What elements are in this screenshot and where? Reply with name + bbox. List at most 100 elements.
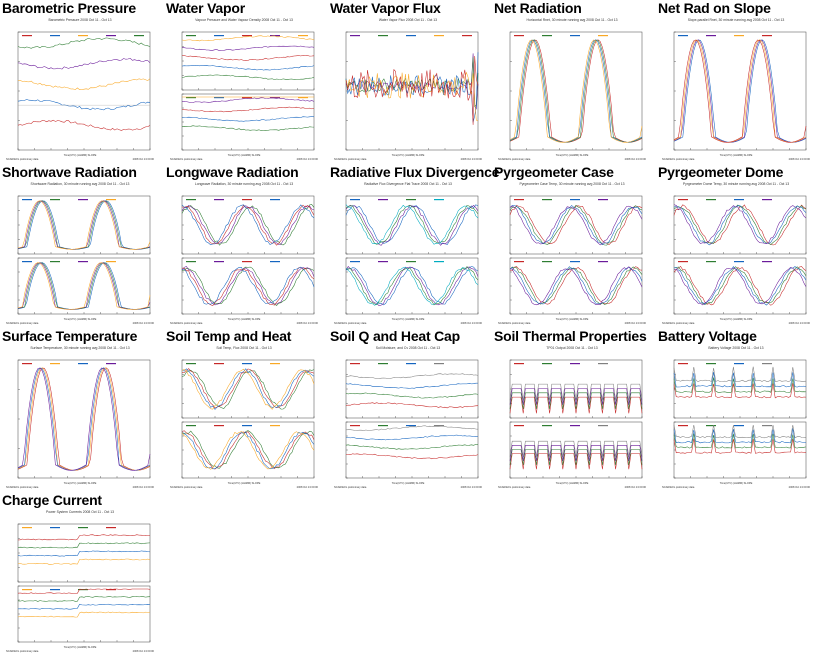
panel-title[interactable]: Soil Thermal Properties <box>494 328 647 344</box>
plot-thumbnail[interactable]: Barometric Pressure 2008 Oct 11 - Oct 13… <box>4 14 156 164</box>
plot-image[interactable]: Water Vapor Flux 2008 Oct 11 - Oct 13 NCA… <box>332 14 484 162</box>
footer-center: Time(UTC) (HHMM) SLOPE <box>392 153 425 157</box>
plot-image[interactable]: Soil Temp, Flux 2008 Oct 11 - Oct 13 NCAR… <box>168 342 320 490</box>
plot-image[interactable]: Horizontal Rnet, 30 minute running avg 2… <box>496 14 648 162</box>
footer-right: 2008 Oct 13 00:00 <box>133 485 155 489</box>
plot-frame <box>509 359 643 419</box>
series-line <box>509 39 643 143</box>
plot-frame <box>345 195 479 255</box>
panel-title[interactable]: Water Vapor Flux <box>330 0 441 16</box>
plot-thumbnail[interactable]: TP01 Output 2008 Oct 11 - Oct 13 NCAR/EOL… <box>496 342 648 492</box>
series-line <box>509 205 643 246</box>
panel-soil-q-and-heat-cap: Soil Q and Heat Cap Soil Moisture, and Cv… <box>328 328 492 492</box>
footer-right: 2008 Oct 13 00:00 <box>789 485 811 489</box>
panel-title[interactable]: Battery Voltage <box>658 328 757 344</box>
panel-title[interactable]: Soil Temp and Heat <box>166 328 292 344</box>
panel-title[interactable]: Pyrgeometer Case <box>494 164 614 180</box>
plot-frame <box>509 195 643 255</box>
plot-image[interactable]: Vapour Pressure and Water Vapour Density… <box>168 14 320 162</box>
panel-title[interactable]: Surface Temperature <box>2 328 138 344</box>
plot-image[interactable]: Barometric Pressure 2008 Oct 11 - Oct 13… <box>4 14 156 162</box>
series-line <box>673 265 807 306</box>
plot-thumbnail[interactable]: Power System Currents 2008 Oct 11 - Oct … <box>4 506 156 656</box>
legend-swatch <box>50 363 60 365</box>
series-line <box>345 266 479 306</box>
plot-image[interactable]: Surface Temperature, 30 minute running a… <box>4 342 156 490</box>
panel-title[interactable]: Charge Current <box>2 492 102 508</box>
plot-thumbnail[interactable]: Water Vapor Flux 2008 Oct 11 - Oct 13 NCA… <box>332 14 484 164</box>
series-line <box>673 428 806 444</box>
plot-image[interactable]: Soil Moisture, and Cv 2008 Oct 11 - Oct … <box>332 342 484 490</box>
series-line <box>509 383 643 401</box>
panel-title[interactable]: Longwave Radiation <box>166 164 299 180</box>
plot-thumbnail[interactable]: Radiative Flux Divergence Flat Trace 200… <box>332 178 484 328</box>
plot-frame <box>345 359 479 419</box>
plot-image[interactable]: Longwave Radiation, 30 minute running av… <box>168 178 320 326</box>
plot-image[interactable]: TP01 Output 2008 Oct 11 - Oct 13 NCAR/EOL… <box>496 342 648 490</box>
plot-thumbnail[interactable]: Horizontal Rnet, 30 minute running avg 2… <box>496 14 648 164</box>
panel-title[interactable]: Water Vapor <box>166 0 245 16</box>
series-line <box>181 125 315 131</box>
plot-image[interactable]: Radiative Flux Divergence Flat Trace 200… <box>332 178 484 326</box>
legend-swatch <box>22 363 32 365</box>
legend-swatch <box>22 589 32 591</box>
footer-left: NCAR/EOL preliminary data <box>662 157 695 161</box>
footer-right: 2008 Oct 13 00:00 <box>133 157 155 161</box>
plot-image[interactable]: Battery Voltage 2008 Oct 11 - Oct 13 NCAR… <box>660 342 812 490</box>
panel-title[interactable]: Net Radiation <box>494 0 582 16</box>
plot-subtitle: Barometric Pressure 2008 Oct 11 - Oct 13 <box>48 18 111 22</box>
plot-subtitle: Radiative Flux Divergence Flat Trace 200… <box>364 182 452 186</box>
legend-swatch <box>242 35 252 37</box>
footer-right: 2008 Oct 13 00:00 <box>625 321 647 325</box>
plot-thumbnail[interactable]: Longwave Radiation, 30 minute running av… <box>168 178 320 328</box>
footer-center: Time(UTC) (HHMM) SLOPE <box>64 481 97 485</box>
plot-thumbnail[interactable]: Surface Temperature, 30 minute running a… <box>4 342 156 492</box>
plot-thumbnail[interactable]: Shortwave Radiation, 30 minute running a… <box>4 178 156 328</box>
legend-swatch <box>270 97 280 99</box>
plot-thumbnail[interactable]: Soil Moisture, and Cv 2008 Oct 11 - Oct … <box>332 342 484 492</box>
plot-thumbnail[interactable]: Slope-parallel Rnet, 30 minute running a… <box>660 14 812 164</box>
legend-swatch <box>706 425 716 427</box>
plot-frame <box>17 195 151 255</box>
series-line <box>17 262 151 310</box>
plot-thumbnail[interactable]: Vapour Pressure and Water Vapour Density… <box>168 14 320 164</box>
series-line <box>181 204 315 246</box>
panel-title[interactable]: Net Rad on Slope <box>658 0 771 16</box>
plot-image[interactable]: Pyrgeometer Dome Temp, 30 minute running… <box>660 178 812 326</box>
plot-thumbnail[interactable]: Battery Voltage 2008 Oct 11 - Oct 13 NCAR… <box>660 342 812 492</box>
series-line <box>345 204 479 245</box>
panel-title[interactable]: Radiative Flux Divergence <box>330 164 500 180</box>
plot-frame <box>181 195 315 255</box>
panel-title[interactable]: Shortwave Radiation <box>2 164 137 180</box>
legend-swatch <box>270 425 280 427</box>
footer-center: Time(UTC) (HHMM) SLOPE <box>64 645 97 649</box>
series-line <box>509 453 643 470</box>
legend-swatch <box>186 261 196 263</box>
legend-swatch <box>350 35 360 37</box>
legend-swatch <box>270 363 280 365</box>
plot-image[interactable]: Slope-parallel Rnet, 30 minute running a… <box>660 14 812 162</box>
legend-swatch <box>514 261 524 263</box>
panel-title[interactable]: Soil Q and Heat Cap <box>330 328 460 344</box>
plot-thumbnail[interactable]: Soil Temp, Flux 2008 Oct 11 - Oct 13 NCAR… <box>168 342 320 492</box>
plot-image[interactable]: Power System Currents 2008 Oct 11 - Oct … <box>4 506 156 654</box>
series-line <box>17 367 151 471</box>
series-line <box>345 266 479 306</box>
plot-image[interactable]: Pyrgeometer Case Temp, 30 minute running… <box>496 178 648 326</box>
panel-pyrgeometer-dome: Pyrgeometer Dome Pyrgeometer Dome Temp, 3… <box>656 164 820 328</box>
plot-thumbnail[interactable]: Pyrgeometer Case Temp, 30 minute running… <box>496 178 648 328</box>
plot-subtitle: Horizontal Rnet, 30 minute running avg 2… <box>527 18 618 22</box>
footer-left: NCAR/EOL preliminary data <box>334 157 367 161</box>
series-line <box>673 377 807 393</box>
legend-swatch <box>106 363 116 365</box>
series-line <box>181 266 315 306</box>
plot-thumbnail[interactable]: Pyrgeometer Dome Temp, 30 minute running… <box>660 178 812 328</box>
panel-title[interactable]: Pyrgeometer Dome <box>658 164 784 180</box>
footer-left: NCAR/EOL preliminary data <box>170 321 203 325</box>
panel-title[interactable]: Barometric Pressure <box>2 0 136 16</box>
plot-image[interactable]: Shortwave Radiation, 30 minute running a… <box>4 178 156 326</box>
legend-swatch <box>734 363 744 365</box>
panel-longwave-radiation: Longwave Radiation Longwave Radiation, 30… <box>164 164 328 328</box>
series-line <box>17 78 151 91</box>
footer-left: NCAR/EOL preliminary data <box>170 157 203 161</box>
